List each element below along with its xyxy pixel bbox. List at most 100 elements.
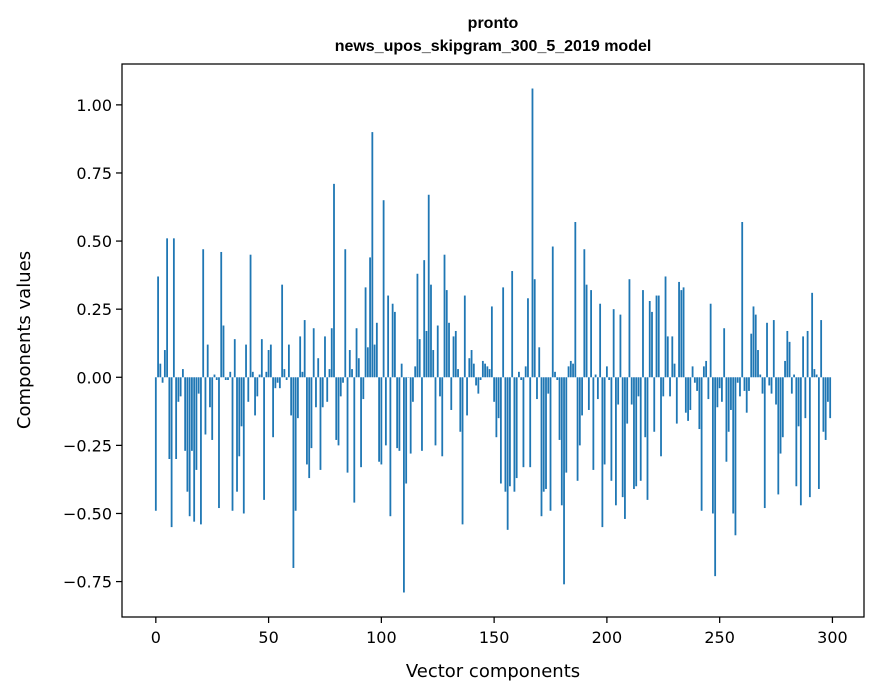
bar-185 (572, 363, 574, 378)
bar-289 (806, 330, 809, 378)
bar-14 (186, 377, 189, 492)
bar-90 (357, 358, 360, 378)
bar-224 (660, 377, 662, 457)
bar-59 (287, 344, 290, 378)
bar-75 (324, 336, 326, 378)
bar-60 (290, 377, 293, 416)
x-tick-label: 300 (817, 628, 848, 647)
bar-125 (436, 325, 439, 378)
bar-267 (757, 350, 759, 378)
bar-296 (822, 377, 825, 432)
bars-group (154, 88, 832, 593)
bar-290 (808, 377, 811, 498)
bar-283 (793, 374, 795, 378)
bar-246 (709, 303, 712, 378)
bar-178 (556, 377, 559, 380)
bar-51 (269, 344, 272, 378)
y-tick-label: 1.00 (76, 96, 112, 115)
bar-211 (630, 377, 633, 405)
bar-115 (414, 366, 417, 378)
bar-146 (484, 363, 486, 378)
bar-198 (601, 377, 604, 528)
bar-42 (249, 254, 252, 378)
bar-10 (177, 377, 180, 402)
bar-165 (527, 298, 529, 378)
bar-8 (172, 238, 175, 378)
bar-162 (520, 377, 523, 380)
bar-1 (157, 276, 159, 378)
bar-255 (730, 377, 732, 410)
bar-37 (238, 377, 241, 457)
bar-286 (799, 377, 802, 506)
y-axis-label: Components values (14, 251, 35, 429)
bar-168 (533, 279, 536, 378)
bar-190 (583, 249, 586, 378)
bar-71 (315, 377, 317, 408)
bar-109 (400, 363, 403, 378)
bar-201 (608, 377, 611, 380)
bar-127 (441, 377, 444, 457)
bar-214 (637, 377, 640, 397)
bar-73 (319, 377, 322, 470)
bar-236 (687, 377, 689, 421)
bar-257 (734, 377, 737, 536)
bar-232 (678, 281, 680, 378)
bar-268 (759, 374, 762, 378)
bar-5 (166, 238, 168, 378)
bar-299 (829, 377, 832, 419)
bar-155 (504, 377, 507, 492)
bar-149 (490, 306, 493, 378)
bar-140 (470, 350, 473, 378)
bar-279 (784, 360, 786, 378)
bar-19 (197, 377, 200, 394)
bar-104 (389, 377, 392, 517)
bar-259 (739, 377, 741, 397)
bar-47 (260, 339, 263, 378)
chart-title-line1: pronto (468, 15, 519, 32)
bar-103 (387, 295, 390, 378)
bar-143 (477, 377, 480, 394)
bar-45 (256, 377, 259, 397)
bar-36 (236, 377, 238, 492)
bar-145 (481, 360, 484, 378)
bar-245 (707, 377, 710, 400)
bar-9 (175, 377, 178, 459)
bar-54 (276, 377, 279, 383)
bar-264 (750, 333, 753, 378)
bar-98 (375, 322, 378, 378)
bar-151 (495, 377, 498, 438)
bar-167 (531, 88, 534, 378)
bar-219 (648, 301, 651, 378)
bar-111 (405, 377, 408, 484)
bar-237 (689, 377, 692, 410)
bar-221 (653, 377, 656, 432)
bar-83 (342, 377, 344, 383)
bar-4 (163, 350, 166, 378)
bar-161 (518, 371, 520, 378)
bar-94 (366, 347, 369, 378)
bar-7 (170, 377, 173, 528)
bar-187 (576, 377, 579, 481)
bar-122 (430, 284, 432, 378)
bar-18 (195, 377, 198, 470)
bar-53 (274, 377, 277, 389)
bar-200 (605, 366, 608, 378)
bar-96 (371, 132, 374, 378)
bar-239 (693, 377, 696, 383)
bar-169 (536, 377, 538, 400)
plot-frame (121, 63, 865, 618)
bar-3 (161, 377, 164, 383)
bar-92 (362, 377, 365, 400)
bar-70 (312, 328, 315, 378)
bar-152 (497, 377, 500, 419)
bar-209 (626, 377, 629, 424)
bar-243 (702, 366, 705, 378)
bar-228 (669, 377, 671, 397)
bar-15 (188, 377, 191, 517)
bar-274 (772, 320, 775, 378)
bar-173 (545, 377, 547, 489)
bar-128 (443, 254, 446, 378)
bar-160 (515, 377, 518, 479)
x-tick-label: 100 (366, 628, 397, 647)
x-axis-label: Vector components (406, 661, 580, 682)
